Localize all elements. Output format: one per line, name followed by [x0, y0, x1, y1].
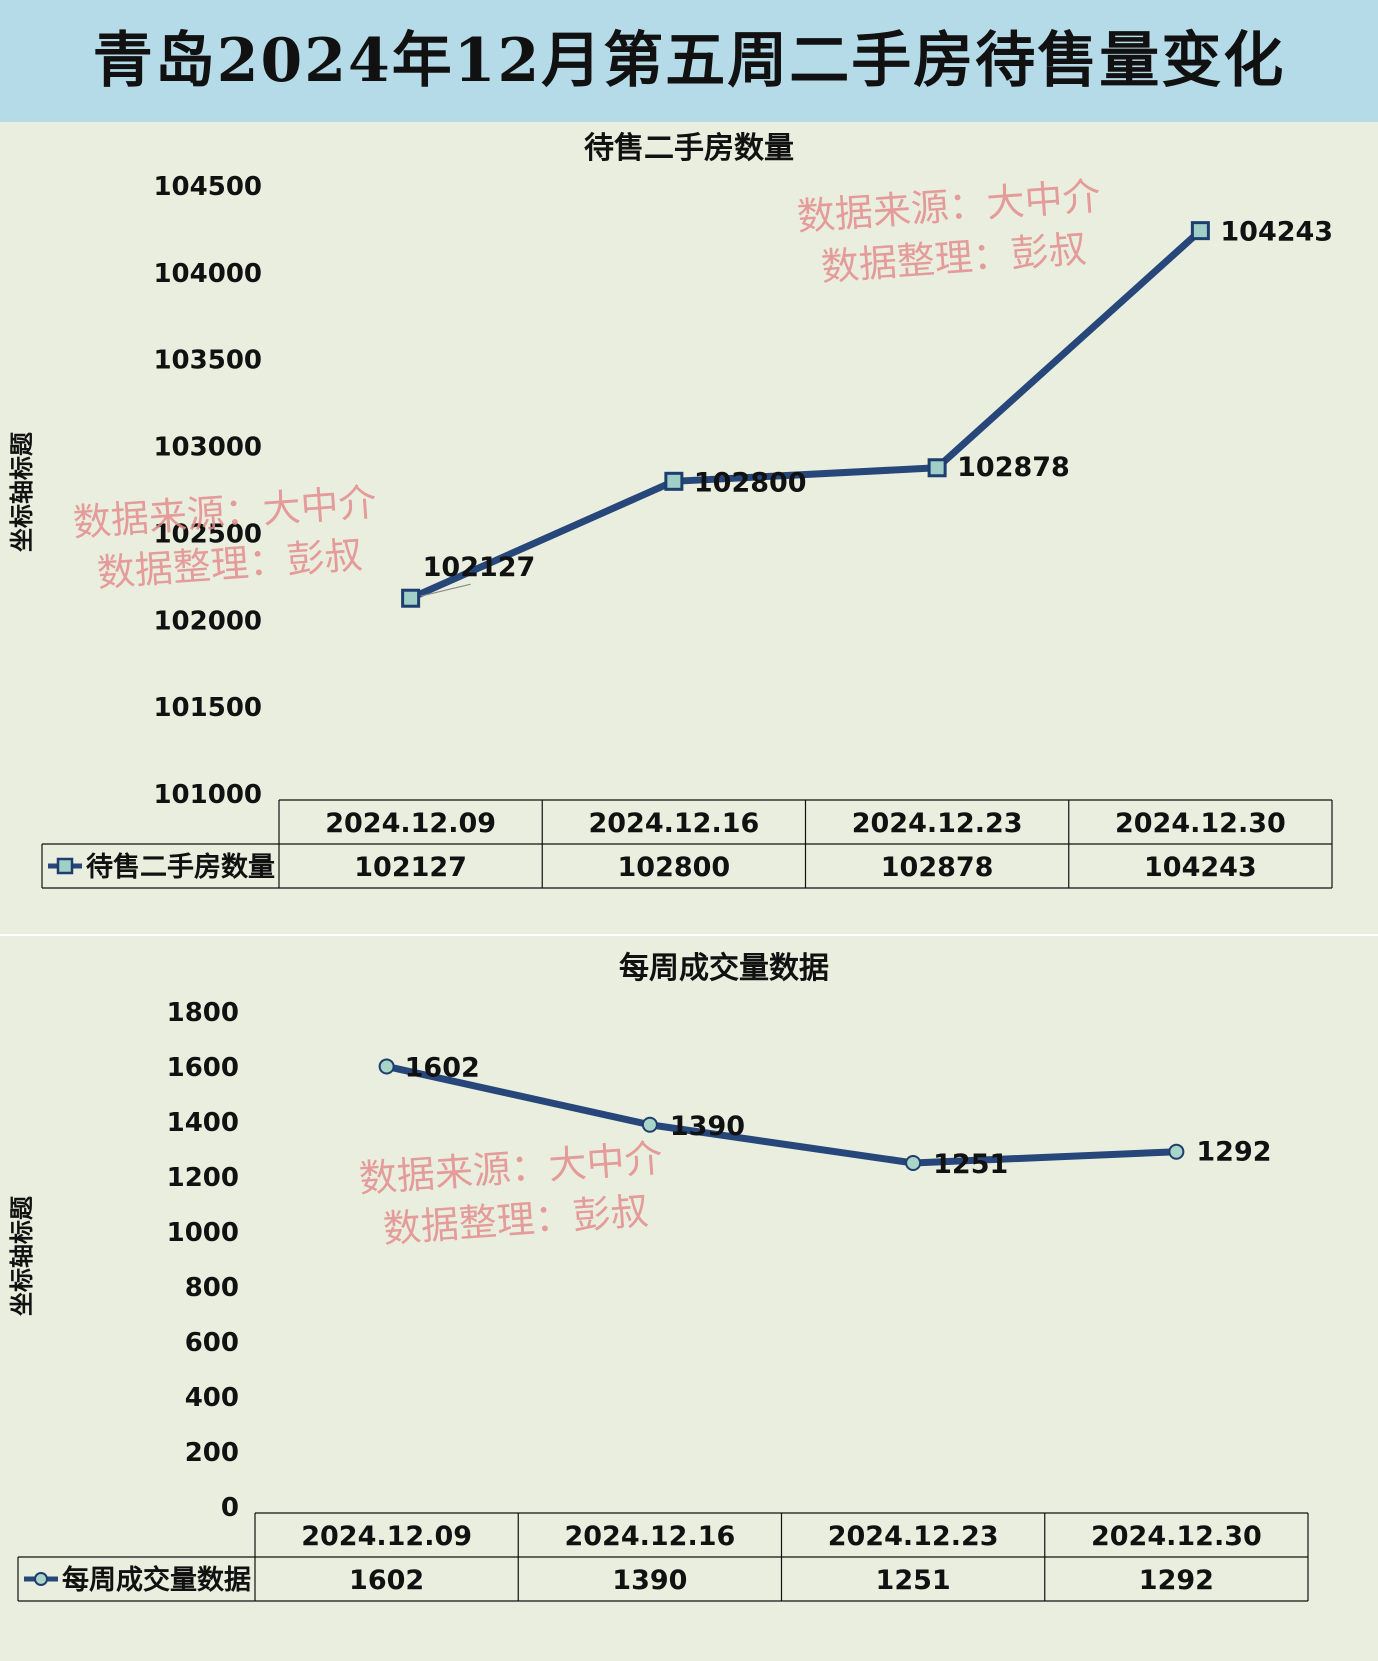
listings-chart: 待售二手房数量坐标轴标题1010001015001020001025001030… — [8, 131, 1333, 889]
x-category-label: 2024.12.30 — [1091, 1521, 1262, 1552]
data-point-marker — [664, 471, 684, 491]
watermark-author: 数据整理：彭叔 — [96, 533, 364, 595]
y-axis-title: 坐标轴标题 — [8, 432, 36, 552]
table-value: 102800 — [618, 852, 731, 883]
data-label-leader — [420, 583, 471, 597]
x-category-label: 2024.12.16 — [588, 808, 759, 839]
x-category-label: 2024.12.16 — [564, 1521, 735, 1552]
legend-series-name: 每周成交量数据 — [62, 1564, 251, 1596]
y-tick-label: 600 — [185, 1328, 239, 1358]
y-tick-label: 1400 — [167, 1108, 239, 1138]
data-point-marker — [927, 458, 947, 478]
y-tick-label: 101500 — [153, 693, 262, 723]
table-value: 1251 — [876, 1565, 951, 1596]
y-tick-label: 1200 — [167, 1163, 239, 1193]
x-category-label: 2024.12.30 — [1115, 808, 1286, 839]
data-label: 104243 — [1220, 217, 1333, 248]
legend-marker — [56, 857, 74, 875]
y-tick-label: 1000 — [167, 1218, 239, 1248]
data-point-marker — [1190, 221, 1210, 241]
page-title: 青岛2024年12月第五周二手房待售量变化 — [92, 26, 1286, 96]
legend-series-name: 待售二手房数量 — [86, 851, 275, 883]
chart-title: 每周成交量数据 — [619, 951, 829, 986]
series-line — [407, 227, 1204, 602]
y-tick-label: 103000 — [153, 433, 262, 463]
chart-panel-transactions: 每周成交量数据 坐标轴标题 0 200 400 600 800 1000 1200 1400 160… — [0, 934, 1378, 1661]
x-category-label: 2024.12.23 — [828, 1521, 999, 1552]
y-tick-label: 1800 — [167, 998, 239, 1028]
y-tick-label: 104000 — [153, 259, 262, 289]
data-point-marker — [401, 588, 421, 608]
chart-title: 待售二手房数量 — [584, 131, 794, 166]
chart-panel-listings: 待售二手房数量 坐标轴标题 101000 101500 102000 102500 1030… — [0, 122, 1378, 934]
y-tick-label: 800 — [185, 1273, 239, 1303]
y-tick-label: 102000 — [153, 606, 262, 636]
y-tick-label: 1600 — [167, 1053, 239, 1083]
data-point-marker — [1168, 1143, 1185, 1160]
x-category-label: 2024.12.09 — [325, 808, 496, 839]
data-label: 1390 — [670, 1111, 745, 1142]
y-tick-label: 103500 — [153, 346, 262, 376]
watermark-author: 数据整理：彭叔 — [382, 1189, 650, 1251]
table-value: 102878 — [881, 852, 994, 883]
data-label: 102878 — [957, 452, 1070, 483]
table-value: 1602 — [349, 1565, 424, 1596]
table-value: 102127 — [354, 852, 467, 883]
series-line — [383, 1062, 1180, 1167]
data-point-marker — [641, 1116, 658, 1133]
y-tick-label: 102500 — [153, 519, 262, 549]
table-value: 1292 — [1139, 1565, 1214, 1596]
data-point-marker — [378, 1058, 395, 1075]
data-label: 102127 — [423, 552, 536, 583]
y-tick-label: 400 — [185, 1383, 239, 1413]
table-value: 1390 — [612, 1565, 687, 1596]
data-label: 1251 — [933, 1149, 1008, 1180]
data-label: 102800 — [694, 467, 807, 498]
y-tick-label: 104500 — [153, 172, 262, 202]
x-category-label: 2024.12.23 — [852, 808, 1023, 839]
y-tick-label: 0 — [221, 1493, 239, 1523]
data-label: 1602 — [405, 1052, 480, 1083]
data-point-marker — [905, 1154, 922, 1171]
table-value: 104243 — [1144, 852, 1257, 883]
y-tick-label: 101000 — [153, 780, 262, 810]
x-category-label: 2024.12.09 — [301, 1521, 472, 1552]
watermark-author: 数据整理：彭叔 — [820, 227, 1088, 289]
y-axis-title: 坐标轴标题 — [8, 1196, 36, 1316]
data-label: 1292 — [1196, 1137, 1271, 1168]
y-tick-label: 200 — [185, 1438, 239, 1468]
title-banner: 青岛2024年12月第五周二手房待售量变化 — [0, 0, 1378, 122]
transactions-chart: 每周成交量数据坐标轴标题0200400600800100012001400160… — [8, 951, 1309, 1602]
legend-marker — [34, 1572, 48, 1586]
